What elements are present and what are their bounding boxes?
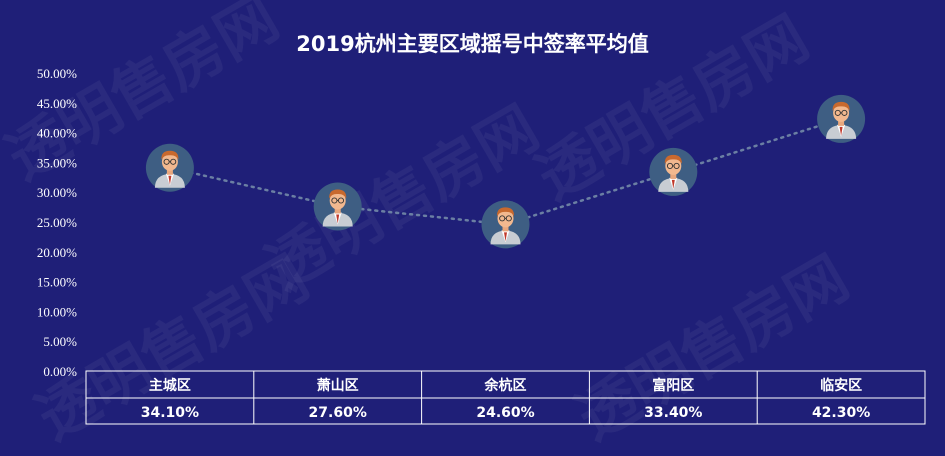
person-avatar-icon: [145, 143, 194, 192]
value-label: 33.40%: [644, 405, 702, 421]
series-line: [168, 117, 843, 226]
person-avatar-icon: [313, 182, 362, 231]
category-label: 萧山区: [317, 377, 359, 394]
y-tick-label: 20.00%: [37, 245, 77, 260]
y-tick-label: 30.00%: [37, 185, 77, 200]
category-label: 主城区: [149, 377, 191, 394]
y-tick-label: 50.00%: [37, 66, 77, 81]
person-avatar-icon: [817, 94, 866, 143]
person-avatar-icon: [481, 200, 530, 249]
category-label: 富阳区: [652, 377, 694, 394]
y-tick-label: 25.00%: [37, 215, 77, 230]
category-label: 余杭区: [484, 377, 527, 394]
value-label: 34.10%: [141, 405, 199, 421]
y-tick-label: 5.00%: [43, 334, 77, 349]
value-label: 24.60%: [476, 405, 534, 421]
y-tick-label: 35.00%: [37, 155, 77, 170]
value-label: 42.30%: [812, 405, 870, 421]
y-tick-label: 15.00%: [37, 275, 77, 290]
y-tick-label: 10.00%: [37, 304, 77, 319]
y-tick-label: 45.00%: [37, 96, 77, 111]
y-tick-label: 40.00%: [37, 126, 77, 141]
y-tick-label: 0.00%: [43, 364, 77, 379]
chart-title: 2019杭州主要区域摇号中签率平均值: [296, 32, 649, 56]
category-label: 临安区: [820, 377, 862, 394]
person-avatar-icon: [649, 147, 698, 196]
value-label: 27.60%: [309, 405, 367, 421]
